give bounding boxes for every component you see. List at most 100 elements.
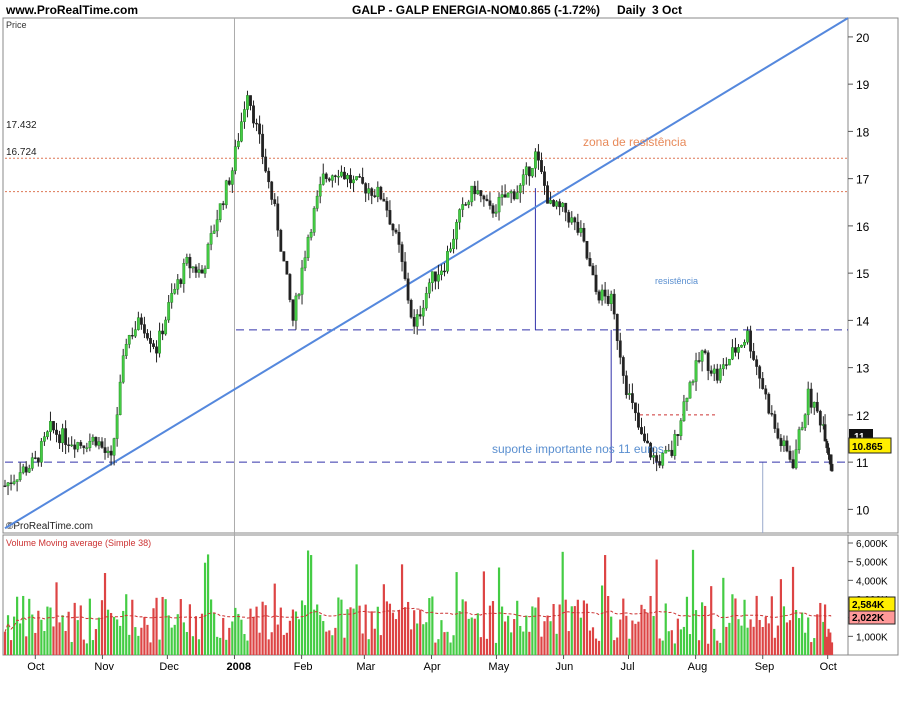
volume-bar xyxy=(458,611,461,655)
volume-bar xyxy=(664,603,667,655)
volume-bar xyxy=(434,642,437,655)
volume-bar xyxy=(734,598,737,655)
volume-bar xyxy=(382,584,385,655)
volume-bar xyxy=(64,630,67,655)
volume-bar xyxy=(370,611,373,655)
volume-bar xyxy=(491,601,495,655)
volume-bar xyxy=(628,638,631,655)
volume-bar xyxy=(22,595,25,655)
volume-bar xyxy=(704,605,707,655)
candle-body xyxy=(812,401,816,408)
month-label: Jul xyxy=(620,661,634,673)
volume-bar xyxy=(288,620,292,655)
candle-body xyxy=(491,205,495,214)
candle-body xyxy=(276,203,280,231)
volume-bar xyxy=(561,551,564,655)
volume-bar xyxy=(79,605,82,655)
volume-bar xyxy=(519,625,522,655)
volume-bar xyxy=(31,614,34,655)
candle-body xyxy=(412,317,416,327)
site-name[interactable]: www.ProRealTime.com xyxy=(5,3,138,17)
candle-body xyxy=(734,347,737,353)
volume-bar xyxy=(540,636,543,655)
volume-bar xyxy=(122,610,125,655)
candle-body xyxy=(127,335,131,345)
candle-body xyxy=(312,208,316,233)
volume-bar xyxy=(310,555,313,655)
candle-body xyxy=(149,338,152,344)
candle-body xyxy=(246,95,249,110)
candle-body xyxy=(330,175,334,181)
candle-body xyxy=(306,236,310,258)
candle-body xyxy=(27,468,31,473)
volume-bar xyxy=(507,615,510,655)
volume-bar xyxy=(407,601,410,655)
candle-body xyxy=(573,217,577,223)
level-label-upper: 17.432 xyxy=(6,120,37,131)
candle-body xyxy=(361,177,365,184)
price-tick-label: 11 xyxy=(856,456,869,470)
candle-body xyxy=(327,178,331,181)
candle-body xyxy=(55,429,58,435)
candle-body xyxy=(727,358,731,366)
candle-body xyxy=(767,393,771,414)
candle-body xyxy=(455,221,459,240)
volume-bar xyxy=(437,639,440,655)
candle-body xyxy=(518,185,522,193)
candle-body xyxy=(258,123,261,135)
candle-body xyxy=(3,485,7,487)
volume-bar xyxy=(276,624,279,655)
candle-body xyxy=(367,188,371,194)
levels-layer xyxy=(4,17,849,530)
candle-body xyxy=(497,196,501,213)
candle-body xyxy=(591,265,595,276)
last-volume-label: 2,584K xyxy=(852,600,885,611)
volume-bar xyxy=(252,617,255,655)
candle-body xyxy=(397,231,401,245)
volume-bar xyxy=(464,601,467,655)
candle-body xyxy=(315,195,319,209)
volume-bar xyxy=(128,634,131,655)
volume-bar xyxy=(285,632,288,655)
volume-bar xyxy=(158,639,161,655)
volume-bar xyxy=(823,604,827,655)
candle-body xyxy=(743,342,746,346)
candle-body xyxy=(776,428,780,439)
volume-bar xyxy=(440,620,443,655)
volume-bar xyxy=(182,622,185,655)
volume-bar xyxy=(282,634,285,655)
candle-body xyxy=(612,293,616,315)
candle-body xyxy=(215,219,219,232)
candle-body xyxy=(230,170,234,185)
volume-bar xyxy=(391,612,395,655)
candle-body xyxy=(85,447,89,450)
volume-bar xyxy=(264,605,267,655)
volume-bar xyxy=(685,596,689,655)
candle-body xyxy=(537,151,540,161)
candle-body xyxy=(627,393,631,395)
candle-body xyxy=(624,375,628,395)
candle-body xyxy=(67,444,71,446)
volume-bar xyxy=(97,617,101,655)
volume-bar xyxy=(488,605,492,655)
volume-bar xyxy=(40,619,43,655)
volume-bar xyxy=(116,619,119,655)
volume-bar xyxy=(531,606,534,655)
volume-bar xyxy=(510,632,513,655)
volume-bar xyxy=(397,610,401,655)
candle-body xyxy=(437,274,440,282)
candle-body xyxy=(173,289,177,294)
volume-bar xyxy=(352,608,355,655)
volume-bar xyxy=(528,631,531,655)
volume-bar xyxy=(764,616,767,655)
candle-body xyxy=(561,202,565,208)
candle-body xyxy=(527,166,531,177)
candle-body xyxy=(279,229,283,252)
candle-body xyxy=(827,447,830,455)
candle-body xyxy=(49,421,52,432)
candle-body xyxy=(236,140,240,147)
candle-body xyxy=(382,198,386,202)
candle-body xyxy=(640,427,643,435)
candle-body xyxy=(12,481,16,484)
candle-body xyxy=(482,195,486,200)
